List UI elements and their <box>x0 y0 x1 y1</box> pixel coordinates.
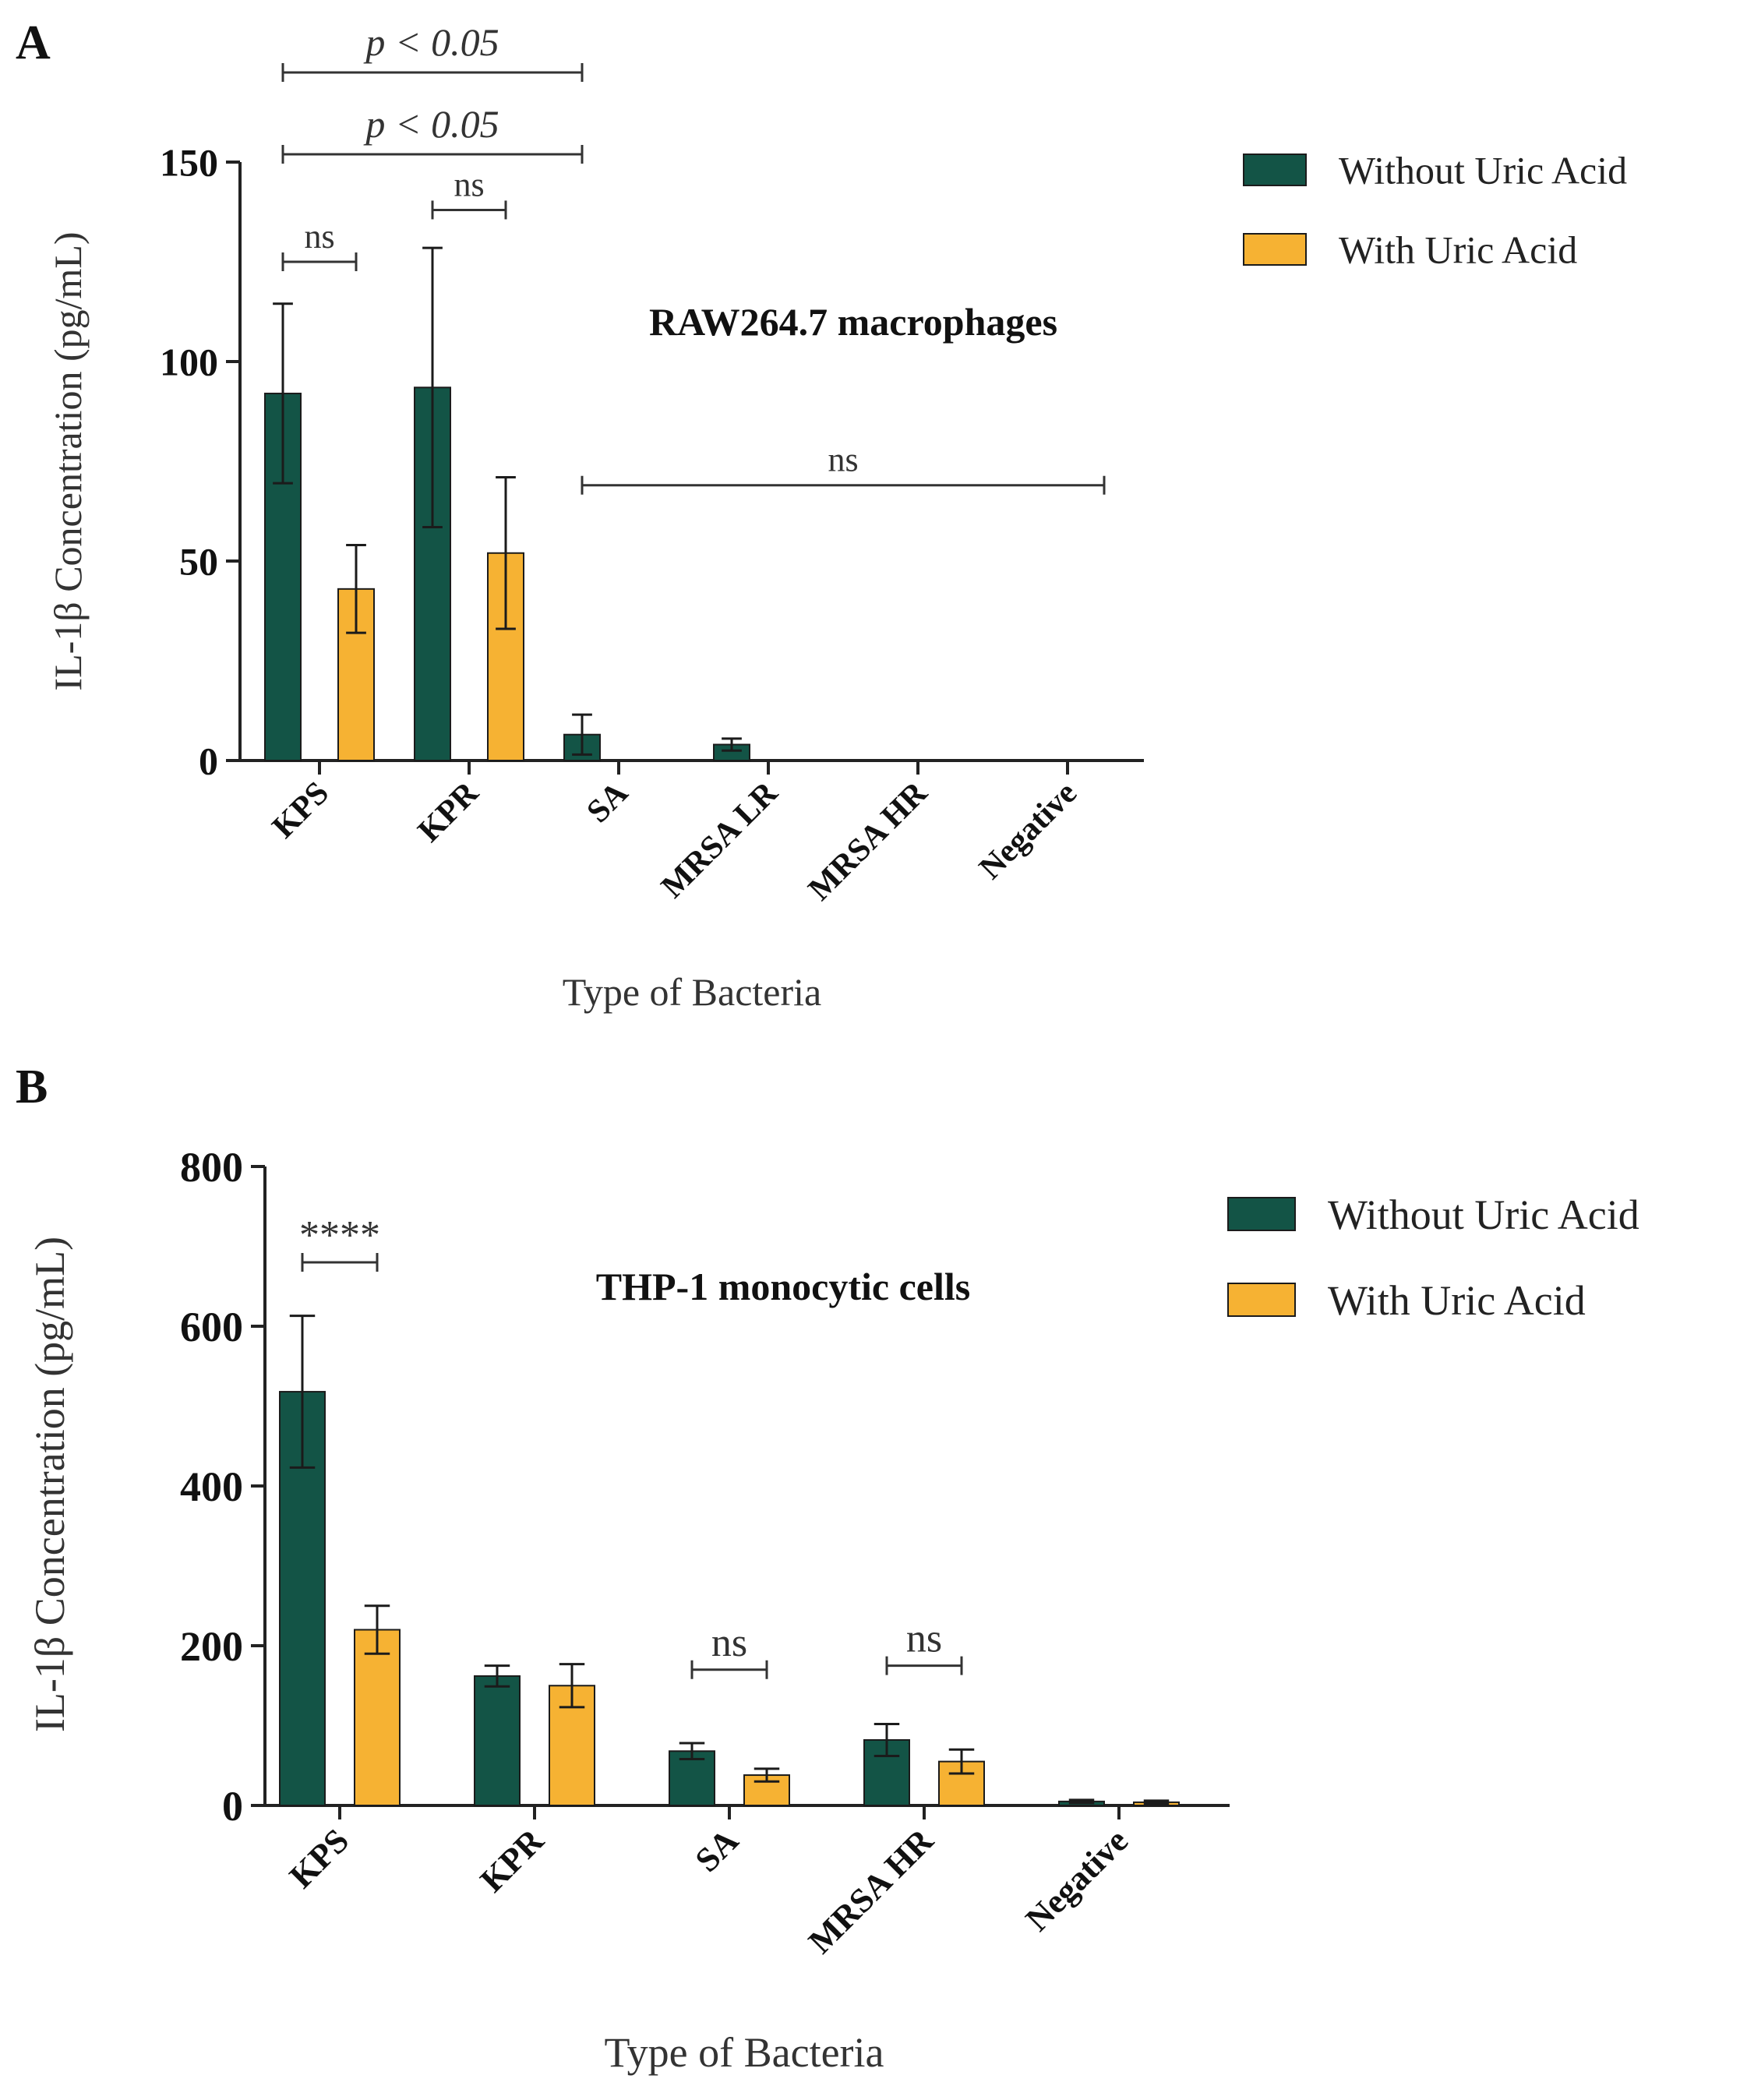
category-label: KPS <box>266 775 336 845</box>
significance-label: ns <box>454 165 484 203</box>
p-value-label: p < 0.05 <box>363 20 499 64</box>
y-axis-label: IL-1β Concentration (pg/mL) <box>26 1237 73 1732</box>
category-label: Negative <box>972 775 1084 887</box>
legend-label: Without Uric Acid <box>1328 1191 1639 1238</box>
y-tick-label: 100 <box>160 341 218 384</box>
significance-label: **** <box>299 1213 380 1258</box>
category-label: SA <box>688 1821 746 1879</box>
bar-with-uric-acid <box>354 1629 401 1806</box>
y-tick-label: 800 <box>180 1144 243 1191</box>
y-tick-label: 400 <box>180 1463 243 1510</box>
significance-label: ns <box>828 441 858 479</box>
category-label: MRSA HR <box>801 1821 941 1961</box>
y-tick-label: 200 <box>180 1623 243 1670</box>
legend-label: With Uric Acid <box>1339 228 1577 272</box>
x-axis-label: Type of Bacteria <box>563 970 821 1014</box>
significance-label: ns <box>304 217 334 256</box>
chart-title: THP-1 monocytic cells <box>596 1265 970 1308</box>
panel-a: A 0 50 100 150 KPS KPR SA MRSA LR MRSA HR Negative… <box>16 16 1627 1014</box>
category-label: SA <box>581 775 636 830</box>
significance-label: ns <box>906 1617 942 1661</box>
legend-swatch <box>1227 1197 1296 1231</box>
y-tick-label: 150 <box>160 141 218 185</box>
significance-label: ns <box>711 1621 747 1665</box>
category-label: MRSA HR <box>802 775 935 908</box>
category-label: KPR <box>411 775 486 849</box>
bar-without-uric-acid <box>474 1675 521 1806</box>
x-axis-label: Type of Bacteria <box>604 2029 884 2076</box>
legend-label: With Uric Acid <box>1328 1277 1586 1324</box>
category-label: KPR <box>473 1821 552 1900</box>
panel-b: B 0 200 400 600 800 KPS KPR SA MRSA HR Negative ***… <box>16 1061 1639 2076</box>
y-axis-label: IL-1β Concentration (pg/mL) <box>46 231 90 690</box>
legend-swatch <box>1243 233 1307 266</box>
y-tick-label: 0 <box>199 739 218 783</box>
y-tick-label: 50 <box>179 540 218 584</box>
y-tick-label: 600 <box>180 1304 243 1350</box>
y-tick-label: 0 <box>222 1783 243 1830</box>
legend-swatch <box>1227 1283 1296 1317</box>
legend-label: Without Uric Acid <box>1339 149 1627 192</box>
p-value-label: p < 0.05 <box>363 102 499 146</box>
category-label: Negative <box>1018 1821 1135 1938</box>
panel-label: A <box>16 16 51 69</box>
category-label: KPS <box>282 1821 356 1895</box>
panel-label: B <box>16 1061 48 1114</box>
category-label: MRSA LR <box>655 775 785 905</box>
chart-title: RAW264.7 macrophages <box>649 300 1057 344</box>
legend-swatch <box>1243 154 1307 186</box>
